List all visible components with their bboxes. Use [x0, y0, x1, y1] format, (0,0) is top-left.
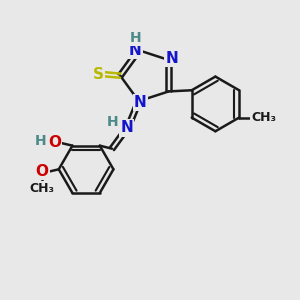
Text: S: S [92, 67, 104, 82]
Text: N: N [121, 120, 133, 135]
Text: N: N [165, 51, 178, 66]
Text: CH₃: CH₃ [251, 111, 276, 124]
Text: H: H [107, 115, 119, 129]
Text: CH₃: CH₃ [29, 182, 54, 195]
Text: O: O [35, 164, 48, 179]
Text: H: H [130, 31, 142, 45]
Text: N: N [134, 95, 147, 110]
Text: N: N [129, 43, 142, 58]
Text: O: O [48, 135, 61, 150]
Text: H: H [35, 134, 46, 148]
